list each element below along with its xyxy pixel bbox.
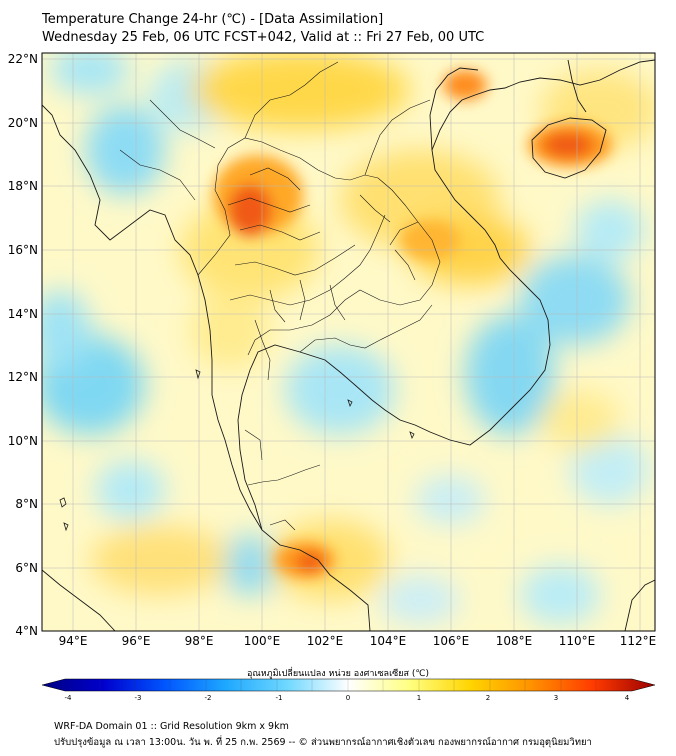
- plot-frame: [41, 52, 656, 632]
- chart-subtitle: Wednesday 25 Feb, 06 UTC FCST+042, Valid…: [42, 30, 485, 45]
- lat-tick-label: 10°N: [7, 434, 38, 448]
- lat-tick-label: 22°N: [7, 52, 38, 66]
- lon-tick-label: 94°E: [58, 634, 88, 648]
- graticule: [42, 53, 655, 631]
- borders: [119, 61, 441, 531]
- colorbar-tick-label: 2: [485, 694, 491, 702]
- coastlines: [42, 59, 655, 631]
- hainan-coast: [531, 117, 607, 179]
- lon-tick-label: 112°E: [619, 634, 657, 648]
- colorbar-gradient: [41, 678, 656, 692]
- mainland-coast: [42, 104, 371, 631]
- lat-tick-label: 6°N: [15, 561, 38, 575]
- colorbar: [41, 678, 656, 692]
- colorbar-tick-label: 1: [416, 694, 422, 702]
- colorbar-tick-label: 0: [345, 694, 351, 702]
- borneo-coast: [624, 579, 655, 631]
- lat-tick-label: 14°N: [7, 307, 38, 321]
- lon-tick-label: 110°E: [558, 634, 596, 648]
- colorbar-tick-label: -1: [275, 694, 283, 702]
- colorbar-tick-label: 3: [553, 694, 559, 702]
- gulf-tonkin-coast: [429, 67, 479, 151]
- chart-title: Temperature Change 24-hr (℃) - [Data Ass…: [42, 12, 384, 27]
- lon-tick-label: 108°E: [495, 634, 533, 648]
- lat-tick-label: 18°N: [7, 179, 38, 193]
- colorbar-tick-label: -3: [134, 694, 142, 702]
- lon-tick-label: 98°E: [184, 634, 214, 648]
- colorbar-tick-label: -4: [64, 694, 72, 702]
- sumatra-coast: [42, 569, 116, 631]
- temperature-field: [42, 53, 655, 631]
- lat-tick-label: 8°N: [15, 497, 38, 511]
- islands: [59, 369, 415, 532]
- lat-tick-label: 12°N: [7, 370, 38, 384]
- lat-tick-label: 20°N: [7, 116, 38, 130]
- lat-tick-label: 4°N: [15, 624, 38, 638]
- leizhou-coast: [567, 59, 587, 113]
- lon-tick-label: 100°E: [243, 634, 281, 648]
- gulf-coast: [237, 59, 655, 531]
- footer-model-info: WRF-DA Domain 01 :: Grid Resolution 9km …: [54, 721, 289, 732]
- lat-tick-label: 16°N: [7, 243, 38, 257]
- lon-tick-label: 96°E: [121, 634, 151, 648]
- colorbar-title: อุณหภูมิเปลี่ยนแปลง หน่วย องศาเซลเซียส (…: [246, 669, 430, 679]
- colorbar-segments: [99, 679, 597, 691]
- field-base-blobs: [42, 53, 655, 625]
- colorbar-tick-label: 4: [624, 694, 630, 702]
- footer-credits: ปรับปรุงข้อมูล ณ เวลา 13:00น. วัน พ. ที่…: [54, 737, 592, 748]
- colorbar-tick-label: -2: [204, 694, 212, 702]
- lon-tick-label: 104°E: [369, 634, 407, 648]
- lon-tick-label: 102°E: [306, 634, 344, 648]
- lon-tick-label: 106°E: [432, 634, 470, 648]
